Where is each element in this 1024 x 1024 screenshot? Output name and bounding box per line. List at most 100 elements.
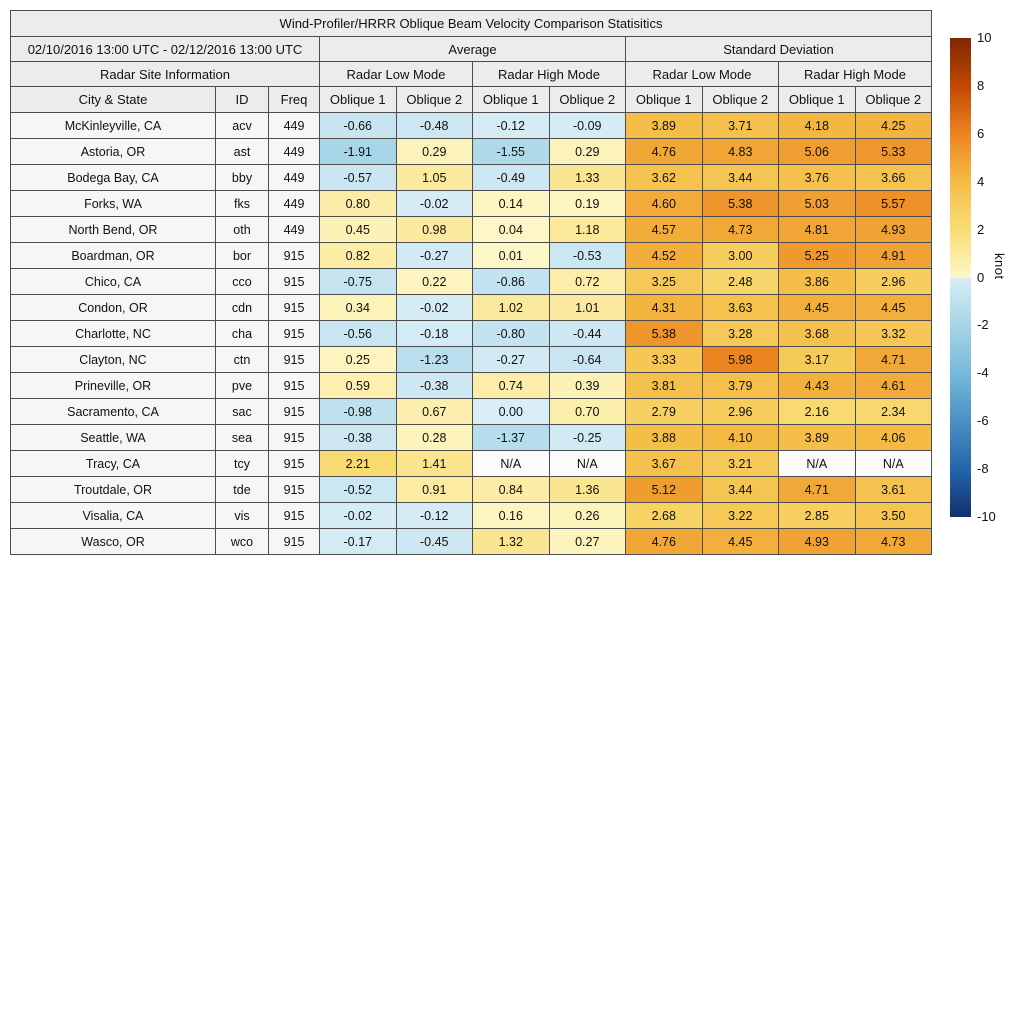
value-cell: 3.68 (779, 321, 855, 346)
value-cell: 3.89 (626, 113, 702, 138)
value-cell: -0.48 (396, 113, 472, 138)
table-title: Wind-Profiler/HRRR Oblique Beam Velocity… (11, 11, 931, 36)
value-cell: 3.44 (702, 477, 778, 502)
value-cell: 4.91 (855, 243, 931, 268)
freq-cell: 915 (269, 399, 319, 424)
freq-cell: 449 (269, 113, 319, 138)
value-cell: 0.59 (320, 373, 396, 398)
mode-header-avg-high: Radar High Mode (473, 62, 625, 86)
id-cell: fks (216, 191, 268, 216)
freq-cell: 915 (269, 347, 319, 372)
value-cell: 0.27 (549, 529, 625, 554)
col-header-oblique2: Oblique 2 (396, 87, 472, 112)
value-cell: -0.44 (549, 321, 625, 346)
value-cell: 0.29 (549, 139, 625, 164)
freq-cell: 449 (269, 217, 319, 242)
city-cell: Prineville, OR (11, 373, 215, 398)
id-cell: cdn (216, 295, 268, 320)
value-cell: -0.64 (549, 347, 625, 372)
value-cell: -0.52 (320, 477, 396, 502)
id-cell: tcy (216, 451, 268, 476)
value-cell: 5.25 (779, 243, 855, 268)
city-cell: Clayton, NC (11, 347, 215, 372)
value-cell: N/A (473, 451, 549, 476)
value-cell: 5.98 (702, 347, 778, 372)
group-header-stddev: Standard Deviation (626, 37, 931, 61)
col-header-oblique2: Oblique 2 (855, 87, 931, 112)
value-cell: 3.67 (626, 451, 702, 476)
id-cell: oth (216, 217, 268, 242)
value-cell: N/A (779, 451, 855, 476)
col-header-oblique1: Oblique 1 (473, 87, 549, 112)
city-cell: Troutdale, OR (11, 477, 215, 502)
value-cell: 0.34 (320, 295, 396, 320)
value-cell: 3.22 (702, 503, 778, 528)
value-cell: 4.71 (779, 477, 855, 502)
value-cell: 0.19 (549, 191, 625, 216)
value-cell: 0.14 (473, 191, 549, 216)
value-cell: 2.96 (855, 269, 931, 294)
colorbar-tick-label: 0 (977, 269, 985, 285)
value-cell: 0.91 (396, 477, 472, 502)
col-header-city: City & State (11, 87, 215, 112)
city-cell: Condon, OR (11, 295, 215, 320)
value-cell: 4.06 (855, 425, 931, 450)
value-cell: -0.02 (320, 503, 396, 528)
value-cell: 0.39 (549, 373, 625, 398)
freq-cell: 449 (269, 191, 319, 216)
value-cell: 0.04 (473, 217, 549, 242)
value-cell: 2.16 (779, 399, 855, 424)
value-cell: 4.45 (779, 295, 855, 320)
value-cell: 3.21 (702, 451, 778, 476)
value-cell: 5.38 (626, 321, 702, 346)
value-cell: 1.01 (549, 295, 625, 320)
value-cell: 3.88 (626, 425, 702, 450)
mode-header-std-high: Radar High Mode (779, 62, 931, 86)
value-cell: -0.38 (396, 373, 472, 398)
value-cell: -0.98 (320, 399, 396, 424)
value-cell: 3.00 (702, 243, 778, 268)
id-cell: bor (216, 243, 268, 268)
value-cell: -0.12 (473, 113, 549, 138)
col-header-oblique2: Oblique 2 (549, 87, 625, 112)
value-cell: -1.37 (473, 425, 549, 450)
value-cell: -0.57 (320, 165, 396, 190)
value-cell: 1.02 (473, 295, 549, 320)
colorbar-tick-label: -8 (977, 461, 989, 477)
value-cell: 3.61 (855, 477, 931, 502)
value-cell: -0.66 (320, 113, 396, 138)
value-cell: 1.41 (396, 451, 472, 476)
value-cell: 3.66 (855, 165, 931, 190)
site-info-header: Radar Site Information (11, 62, 319, 86)
id-cell: vis (216, 503, 268, 528)
value-cell: 0.25 (320, 347, 396, 372)
freq-cell: 915 (269, 477, 319, 502)
id-cell: bby (216, 165, 268, 190)
value-cell: 3.17 (779, 347, 855, 372)
value-cell: 3.89 (779, 425, 855, 450)
value-cell: 0.84 (473, 477, 549, 502)
value-cell: -0.45 (396, 529, 472, 554)
value-cell: -0.53 (549, 243, 625, 268)
value-cell: 0.80 (320, 191, 396, 216)
value-cell: 2.79 (626, 399, 702, 424)
value-cell: 5.12 (626, 477, 702, 502)
colorbar-tick-label: 10 (977, 30, 992, 45)
value-cell: 3.50 (855, 503, 931, 528)
value-cell: -0.27 (396, 243, 472, 268)
id-cell: ctn (216, 347, 268, 372)
value-cell: 3.28 (702, 321, 778, 346)
value-cell: N/A (855, 451, 931, 476)
value-cell: N/A (549, 451, 625, 476)
colorbar-tick-label: -10 (977, 509, 996, 524)
col-header-oblique1: Oblique 1 (626, 87, 702, 112)
value-cell: 4.76 (626, 529, 702, 554)
value-cell: 5.03 (779, 191, 855, 216)
value-cell: -0.02 (396, 191, 472, 216)
city-cell: Boardman, OR (11, 243, 215, 268)
freq-cell: 915 (269, 529, 319, 554)
value-cell: 2.34 (855, 399, 931, 424)
city-cell: Wasco, OR (11, 529, 215, 554)
colorbar-axis-label: knot (992, 253, 1007, 280)
col-header-freq: Freq (269, 87, 319, 112)
